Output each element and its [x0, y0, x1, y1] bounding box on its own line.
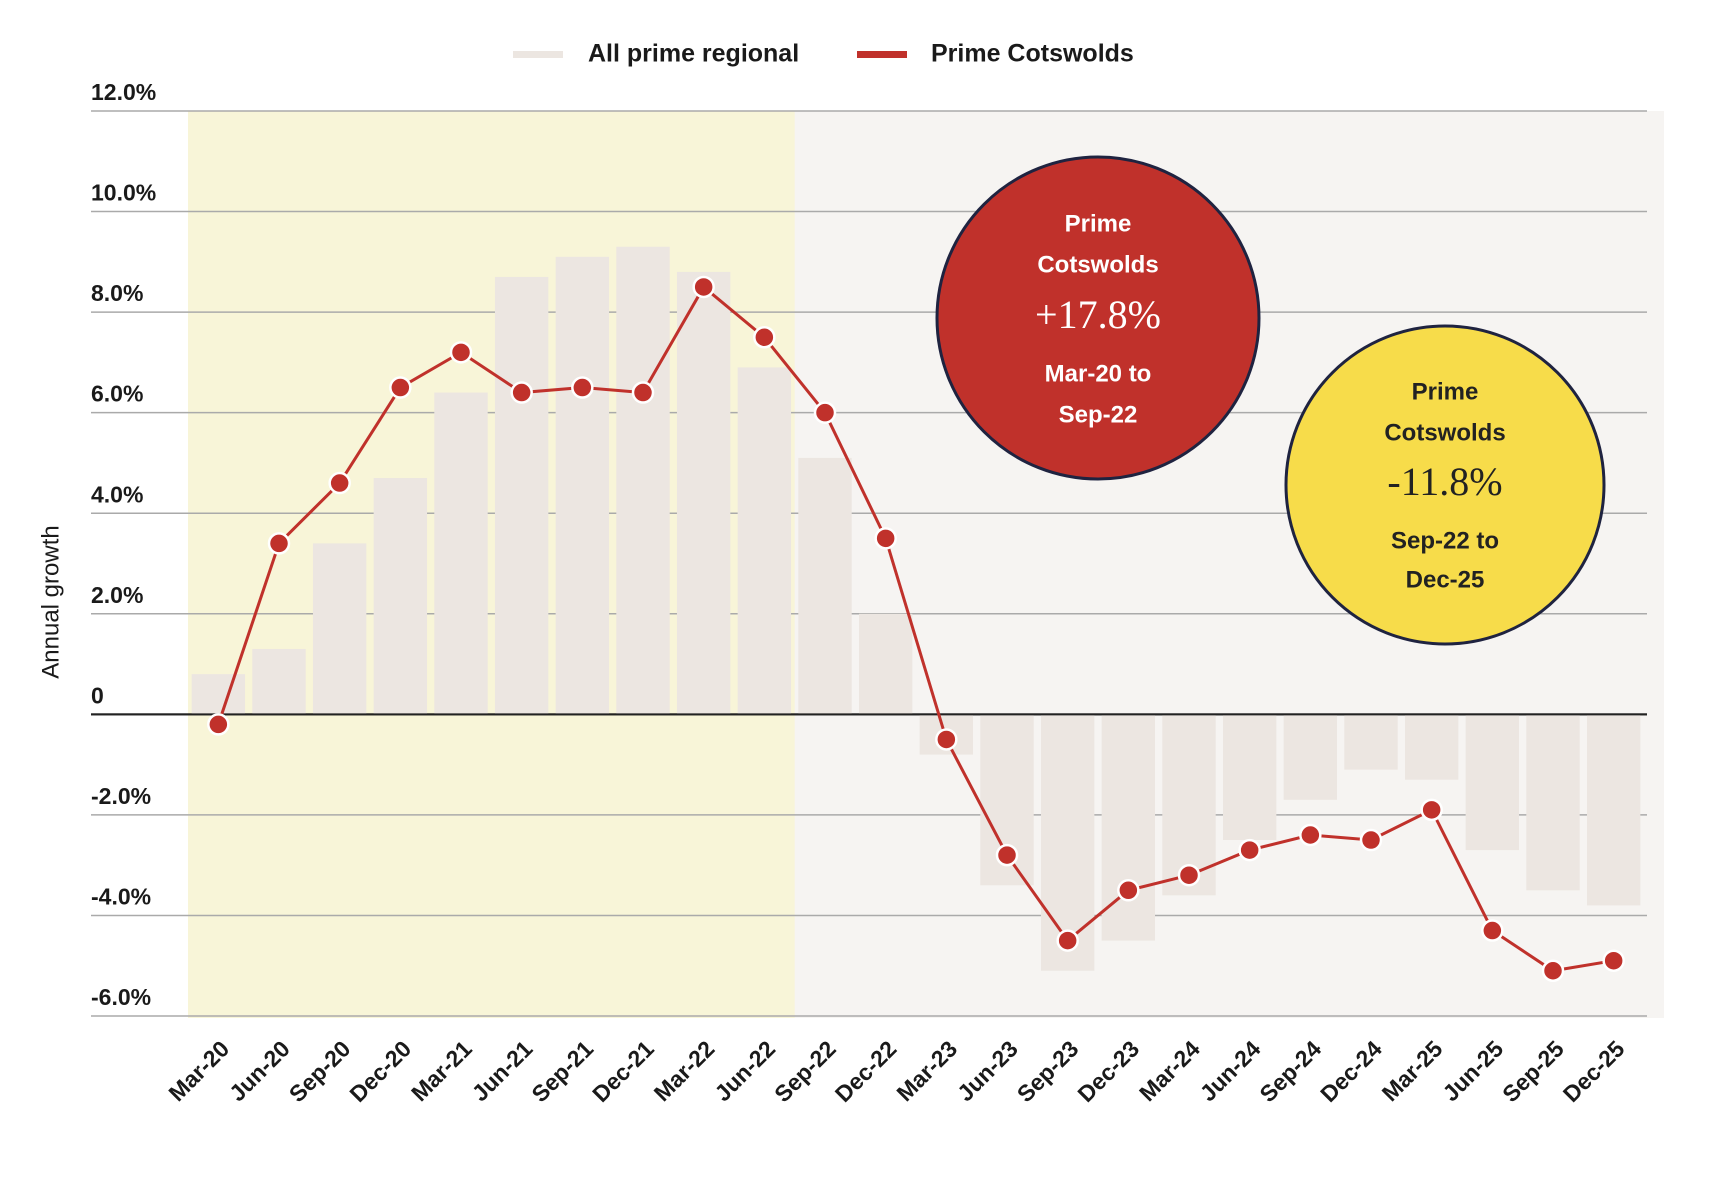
x-tick-label: Jun-23: [952, 1035, 1023, 1106]
bar: [798, 457, 852, 715]
y-tick-label: -6.0%: [91, 984, 151, 1010]
y-tick-label: -2.0%: [91, 783, 151, 809]
x-tick-label: Dec-22: [830, 1035, 902, 1107]
annotation-text: Cotswolds: [1037, 251, 1158, 278]
bar: [312, 543, 367, 715]
x-tick-label: Sep-21: [526, 1035, 598, 1107]
x-tick-label: Sep-25: [1497, 1035, 1569, 1107]
x-tick-label: Jun-21: [467, 1035, 538, 1106]
legend-swatch: [513, 51, 563, 58]
bar: [737, 367, 792, 715]
bar: [191, 674, 246, 715]
marker: [753, 326, 776, 349]
marker: [813, 401, 837, 424]
annotation-text: Sep-22 to: [1391, 527, 1499, 554]
x-tick-label: Jun-20: [224, 1035, 295, 1106]
y-tick-label: 0: [91, 682, 104, 708]
y-tick-label: 12.0%: [91, 79, 156, 105]
annotation-text: Cotswolds: [1384, 419, 1505, 446]
marker: [389, 376, 412, 399]
x-tick-label: Mar-20: [163, 1035, 234, 1106]
x-tick-label: Sep-23: [1012, 1035, 1084, 1107]
x-tick-label: Dec-24: [1315, 1035, 1387, 1107]
marker: [449, 341, 473, 364]
marker: [1420, 798, 1443, 822]
line: [216, 284, 1614, 973]
x-tick-label: Dec-23: [1072, 1035, 1144, 1107]
marker: [1299, 823, 1322, 847]
x-tick-label: Dec-21: [587, 1035, 659, 1107]
annotation-value: +17.8%: [1035, 292, 1161, 337]
bar: [1040, 714, 1095, 971]
marker: [267, 532, 291, 555]
annotation-value: -11.8%: [1387, 459, 1502, 504]
bar: [1222, 714, 1277, 841]
bar: [1344, 714, 1398, 770]
x-tick-label: Mar-24: [1134, 1035, 1205, 1106]
bar: [1404, 714, 1459, 780]
bar: [676, 271, 731, 715]
y-tick-label: 10.0%: [91, 180, 156, 206]
bar: [1586, 714, 1641, 906]
y-tick-label: 8.0%: [91, 280, 143, 306]
y-tick-label: -4.0%: [91, 884, 151, 910]
legend-label: All prime regional: [588, 40, 799, 68]
annotation-text: Mar-20 to: [1045, 360, 1152, 387]
marker: [935, 728, 958, 751]
marker: [1602, 949, 1625, 972]
bar: [1526, 714, 1580, 891]
marker: [631, 381, 655, 404]
x-tick-label: Jun-24: [1195, 1035, 1266, 1106]
annotation-circle: [935, 155, 1261, 481]
bar: [1101, 714, 1156, 941]
x-tick-label: Dec-25: [1558, 1035, 1630, 1107]
annotation-circle: [1284, 324, 1606, 646]
x-tick-label: Sep-22: [769, 1035, 841, 1107]
y-axis-label: Annual growth: [37, 525, 64, 678]
bar: [616, 246, 670, 715]
x-tick-label: Jun-22: [709, 1035, 780, 1106]
marker: [874, 527, 897, 550]
bar: [373, 478, 428, 715]
bar: [858, 613, 913, 715]
legend-swatch: [857, 51, 907, 58]
bar: [1283, 714, 1338, 800]
x-tick-label: Mar-22: [649, 1035, 720, 1106]
x-tick-label: Mar-25: [1377, 1035, 1448, 1106]
annotation-text: Prime: [1065, 210, 1132, 237]
x-tick-label: Jun-25: [1437, 1035, 1508, 1106]
marker: [995, 843, 1019, 867]
marker: [1481, 919, 1504, 942]
marker: [1177, 863, 1201, 887]
x-tick-label: Dec-20: [344, 1035, 416, 1107]
bar: [252, 648, 306, 715]
bar: [1465, 714, 1520, 851]
y-tick-label: 2.0%: [91, 582, 143, 608]
marker: [692, 275, 715, 299]
y-tick-label: 4.0%: [91, 481, 143, 507]
bar: [434, 392, 488, 715]
y-tick-label: 6.0%: [91, 381, 143, 407]
marker: [571, 376, 594, 399]
bar: [555, 256, 610, 715]
marker: [1238, 838, 1261, 862]
marker: [1056, 929, 1079, 952]
legend-label: Prime Cotswolds: [931, 40, 1134, 68]
x-tick-label: Mar-23: [891, 1035, 962, 1106]
marker: [1541, 959, 1565, 982]
marker: [207, 713, 230, 736]
annotation-text: Prime: [1412, 378, 1479, 405]
x-tick-label: Sep-24: [1254, 1035, 1326, 1107]
marker: [1359, 828, 1383, 852]
bar: [494, 276, 549, 715]
x-tick-label: Sep-20: [284, 1035, 356, 1107]
marker: [1117, 879, 1140, 902]
marker: [328, 471, 351, 495]
annotation-text: Dec-25: [1406, 566, 1485, 593]
x-tick-label: Mar-21: [406, 1035, 477, 1106]
annotation-text: Sep-22: [1059, 401, 1138, 428]
marker: [510, 381, 533, 404]
